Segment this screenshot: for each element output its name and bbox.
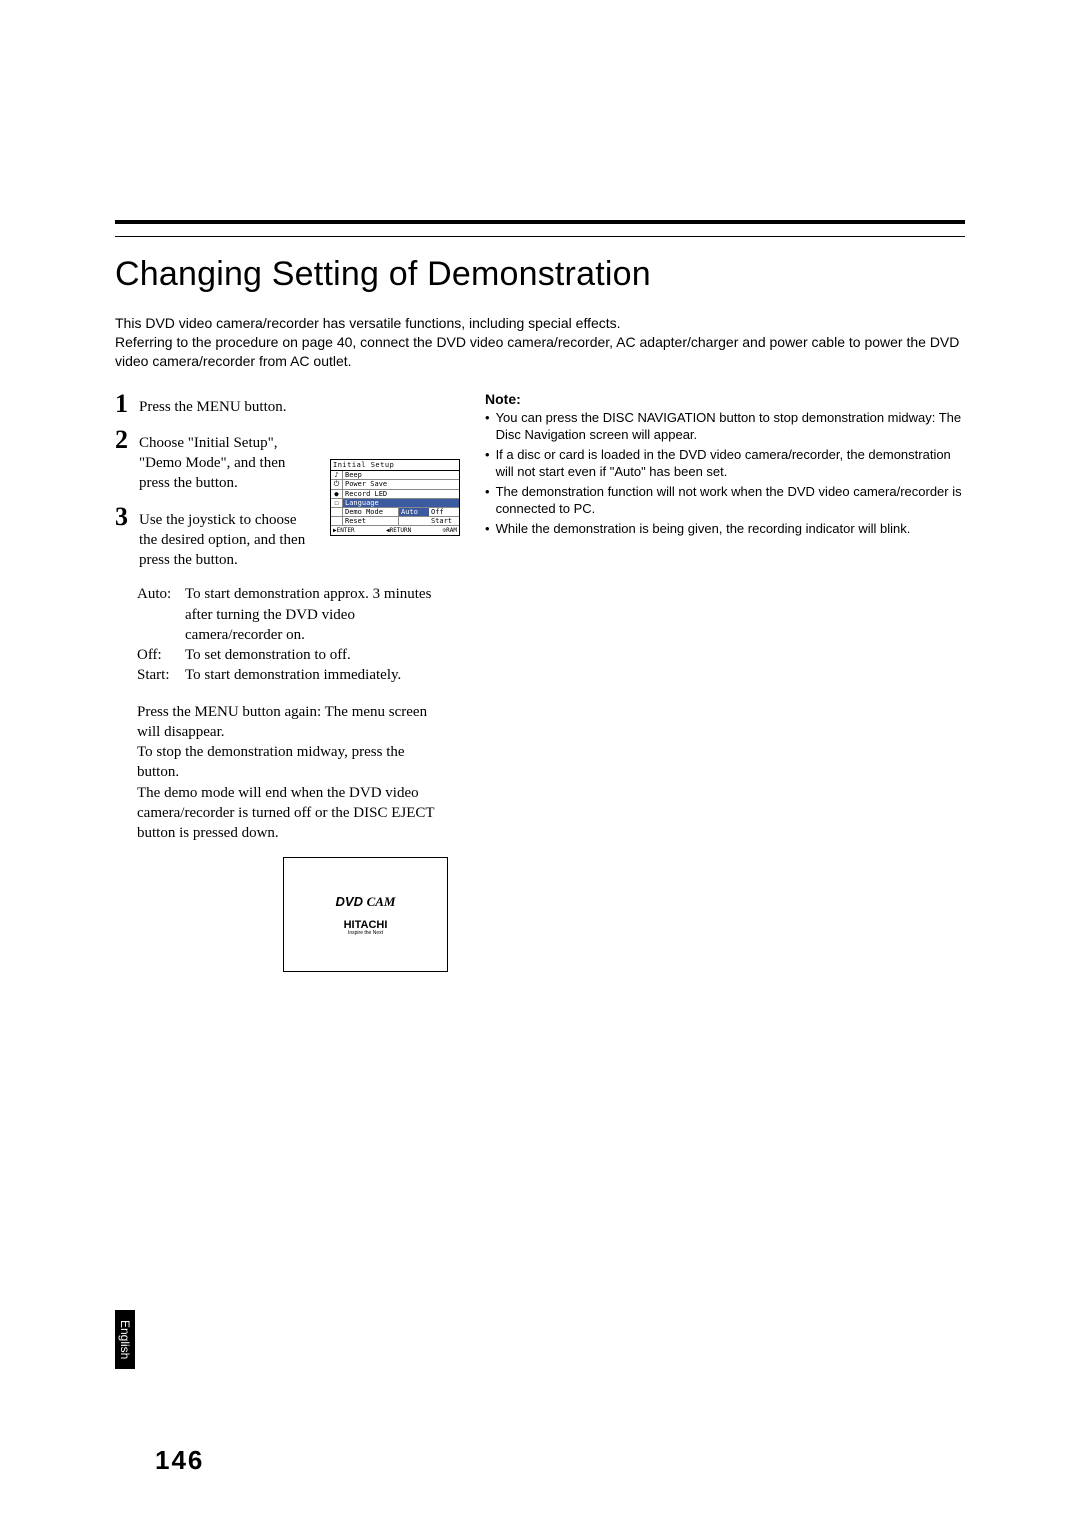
- hitachi-logo: HITACHI Inspire the Next: [344, 920, 388, 936]
- menu-row: ♪ Beep: [331, 471, 459, 480]
- menu-val: Start: [429, 517, 459, 525]
- beep-icon: ♪: [331, 471, 343, 479]
- demo-screenshot: DVD CAM HITACHI Inspire the Next: [283, 857, 448, 972]
- rule-thick: [115, 220, 965, 224]
- followup-line: Press the MENU button again: The menu sc…: [137, 704, 427, 740]
- footer-return: ◀RETURN: [386, 527, 411, 534]
- step-number: 1: [115, 391, 133, 417]
- menu-subrow: Reset Start: [331, 517, 459, 526]
- note-item: The demonstration function will not work…: [485, 483, 965, 518]
- right-column: Note: You can press the DISC NAVIGATION …: [485, 391, 965, 973]
- followup-line: To stop the demonstration midway, press …: [137, 744, 405, 780]
- dvdcam-logo: DVD CAM: [336, 894, 396, 910]
- intro-line: This DVD video camera/recorder has versa…: [115, 315, 621, 331]
- menu-row: ● Record LED: [331, 490, 459, 499]
- followup-line: The demo mode will end when the DVD vide…: [137, 785, 434, 842]
- blank-icon: [331, 517, 343, 525]
- footer-enter: ▶ENTER: [333, 527, 355, 534]
- lang-icon: ☐: [331, 499, 343, 507]
- option-label: Off:: [137, 645, 185, 665]
- step-number: 2: [115, 427, 133, 494]
- option-row: Start: To start demonstration immediatel…: [137, 665, 455, 685]
- hitachi-tagline: Inspire the Next: [344, 931, 388, 936]
- left-column: 1 Press the MENU button. 2 Choose "Initi…: [115, 391, 455, 973]
- option-label: Start:: [137, 665, 185, 685]
- note-text: While the demonstration is being given, …: [496, 520, 911, 538]
- intro-text: This DVD video camera/recorder has versa…: [115, 314, 965, 371]
- menu-label: Language: [343, 499, 459, 507]
- note-text: You can press the DISC NAVIGATION button…: [496, 409, 965, 444]
- option-label: Auto:: [137, 584, 185, 645]
- option-desc: To set demonstration to off.: [185, 645, 351, 665]
- footer-ram: ⊙RAM: [443, 527, 457, 534]
- step-text: Press the MENU button.: [139, 391, 287, 417]
- intro-line: Referring to the procedure on page 40, c…: [115, 334, 959, 369]
- note-item: If a disc or card is loaded in the DVD v…: [485, 446, 965, 481]
- option-desc: To start demonstration approx. 3 minutes…: [185, 584, 455, 645]
- page-number: 146: [155, 1445, 204, 1476]
- menu-val: Off: [429, 508, 459, 516]
- menu-footer: ▶ENTER ◀RETURN ⊙RAM: [331, 526, 459, 535]
- language-tab: English: [115, 1310, 135, 1369]
- note-list: You can press the DISC NAVIGATION button…: [485, 409, 965, 538]
- menu-row: ⏻ Power Save: [331, 480, 459, 490]
- note-text: If a disc or card is loaded in the DVD v…: [496, 446, 965, 481]
- menu-label: Demo Mode: [343, 508, 399, 516]
- note-item: You can press the DISC NAVIGATION button…: [485, 409, 965, 444]
- step-1: 1 Press the MENU button.: [115, 391, 455, 417]
- options-table: Auto: To start demonstration approx. 3 m…: [137, 584, 455, 685]
- menu-val: [399, 517, 429, 525]
- menu-row-highlighted: ☐ Language: [331, 499, 459, 508]
- menu-screenshot: Initial Setup ♪ Beep ⏻ Power Save ● Reco…: [330, 459, 460, 536]
- option-row: Auto: To start demonstration approx. 3 m…: [137, 584, 455, 645]
- content-columns: 1 Press the MENU button. 2 Choose "Initi…: [115, 391, 965, 973]
- menu-label: Reset: [343, 517, 399, 525]
- option-row: Off: To set demonstration to off.: [137, 645, 455, 665]
- option-desc: To start demonstration immediately.: [185, 665, 401, 685]
- power-icon: ⏻: [331, 480, 343, 489]
- step-text: Use the joystick to choose the desired o…: [139, 504, 314, 571]
- note-heading: Note:: [485, 391, 965, 407]
- page-title: Changing Setting of Demonstration: [115, 255, 965, 294]
- menu-subrow: Demo Mode Auto Off: [331, 508, 459, 517]
- menu-label: Beep: [343, 471, 459, 479]
- menu-label: Power Save: [343, 480, 459, 489]
- blank-icon: [331, 508, 343, 516]
- record-icon: ●: [331, 490, 343, 498]
- menu-label: Record LED: [343, 490, 459, 498]
- menu-title: Initial Setup: [331, 460, 459, 471]
- note-item: While the demonstration is being given, …: [485, 520, 965, 538]
- menu-val: Auto: [399, 508, 429, 516]
- note-text: The demonstration function will not work…: [496, 483, 965, 518]
- step-text: Choose "Initial Setup", "Demo Mode", and…: [139, 427, 314, 494]
- step-number: 3: [115, 504, 133, 571]
- rule-thin: [115, 236, 965, 237]
- step-2-wrap: 2 Choose "Initial Setup", "Demo Mode", a…: [115, 427, 455, 571]
- followup-text: Press the MENU button again: The menu sc…: [137, 702, 437, 844]
